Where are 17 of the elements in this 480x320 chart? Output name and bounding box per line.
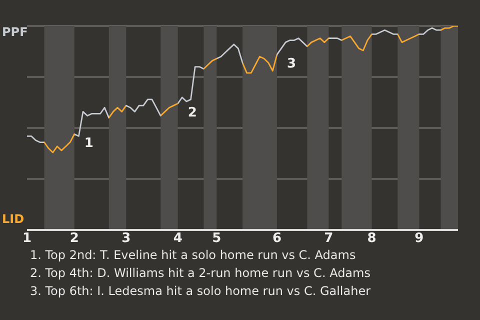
- x-tick-label: 4: [173, 231, 182, 246]
- x-tick-label: 5: [212, 231, 222, 246]
- x-tick-label: 2: [70, 231, 79, 246]
- x-tick-label: 3: [122, 231, 131, 246]
- text: 2. Top 4th: D. Williams hit a 2-run home run vs C. Adams: [30, 265, 371, 282]
- annotation: 2: [188, 106, 197, 121]
- annotation: PPF: [2, 25, 28, 39]
- text: 3. Top 6th: I. Ledesma hit a solo home run vs C. Gallaher: [30, 283, 371, 300]
- x-tick-label: 1: [22, 231, 32, 246]
- annotation: 1: [84, 136, 94, 152]
- annotation: 3: [286, 56, 296, 72]
- text: 1. Top 2nd: T. Eveline hit a solo home run vs C. Adams: [30, 247, 357, 264]
- text: LID: [2, 212, 24, 226]
- x-tick-label: 8: [367, 231, 376, 246]
- x-tick-label: 9: [414, 231, 424, 246]
- x-tick-label: 6: [272, 231, 282, 246]
- x-tick-label: 7: [324, 231, 334, 246]
